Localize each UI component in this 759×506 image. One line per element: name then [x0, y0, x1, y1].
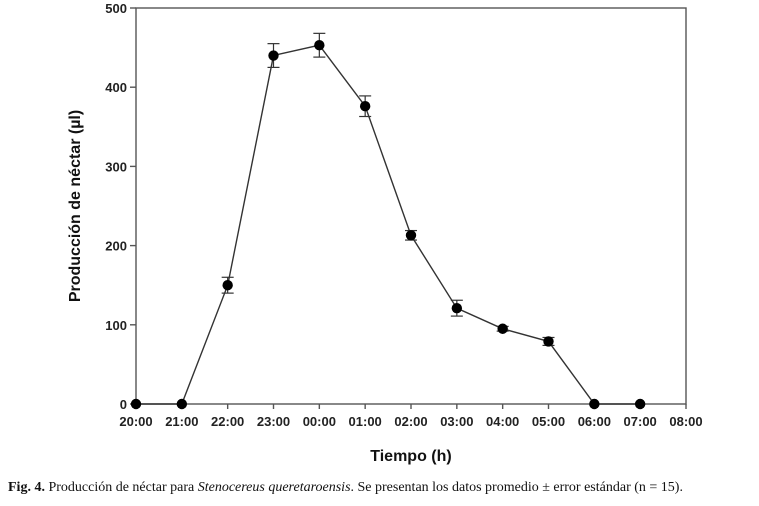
- series-line: [136, 44, 641, 405]
- x-tick-label: 23:00: [257, 414, 290, 429]
- data-point: [543, 336, 554, 347]
- y-tick-label: 0: [120, 397, 127, 412]
- y-tick-label: 200: [105, 239, 127, 254]
- x-axis-title: Tiempo (h): [370, 448, 451, 465]
- data-point: [451, 302, 463, 314]
- figure-caption: Fig. 4. Producción de néctar para Stenoc…: [8, 480, 753, 496]
- plot-border: [135, 7, 687, 405]
- x-tick-label: 01:00: [349, 414, 382, 429]
- nectar-production-chart: 0 100 200 300 400 500 20:00 21:00 22:00 23:00 00:…: [67, 1, 703, 465]
- x-tick-label: 05:00: [532, 414, 565, 429]
- x-tick-label: 06:00: [578, 414, 611, 429]
- y-axis: 0 100 200 300 400 500: [105, 1, 136, 412]
- caption-figure-label: Fig. 4.: [8, 480, 45, 495]
- x-tick-label: 08:00: [669, 414, 702, 429]
- data-point: [634, 398, 646, 410]
- plot-frame: [135, 7, 687, 405]
- x-tick-label: 04:00: [486, 414, 519, 429]
- y-tick-label: 400: [105, 80, 127, 95]
- data-point: [130, 398, 142, 410]
- series-layer: [130, 32, 646, 410]
- data-point: [405, 230, 417, 241]
- data-point: [222, 280, 233, 291]
- x-tick-label: 07:00: [624, 414, 657, 429]
- data-point: [314, 40, 325, 51]
- y-tick-label: 300: [105, 159, 127, 174]
- data-point: [359, 101, 371, 112]
- data-point: [589, 398, 600, 410]
- data-point: [176, 398, 188, 410]
- x-tick-label: 03:00: [440, 414, 473, 429]
- x-axis: 20:00 21:00 22:00 23:00 00:00 01:00 02:00 03:00…: [119, 404, 703, 429]
- x-tick-label: 00:00: [303, 414, 336, 429]
- caption-text-before: Producción de néctar para: [44, 480, 198, 495]
- y-tick-label: 100: [105, 318, 127, 333]
- caption-species-name: Stenocereus queretaroensis: [197, 480, 351, 495]
- y-axis-title: Producción de néctar (µl): [67, 110, 84, 302]
- x-tick-label: 21:00: [165, 414, 198, 429]
- data-point: [497, 323, 508, 334]
- caption-text-after: . Se presentan los datos promedio ± erro…: [350, 480, 683, 495]
- data-point: [268, 50, 279, 61]
- x-tick-label: 20:00: [119, 414, 152, 429]
- y-tick-label: 500: [105, 1, 127, 16]
- x-tick-label: 22:00: [211, 414, 244, 429]
- x-tick-label: 02:00: [394, 414, 427, 429]
